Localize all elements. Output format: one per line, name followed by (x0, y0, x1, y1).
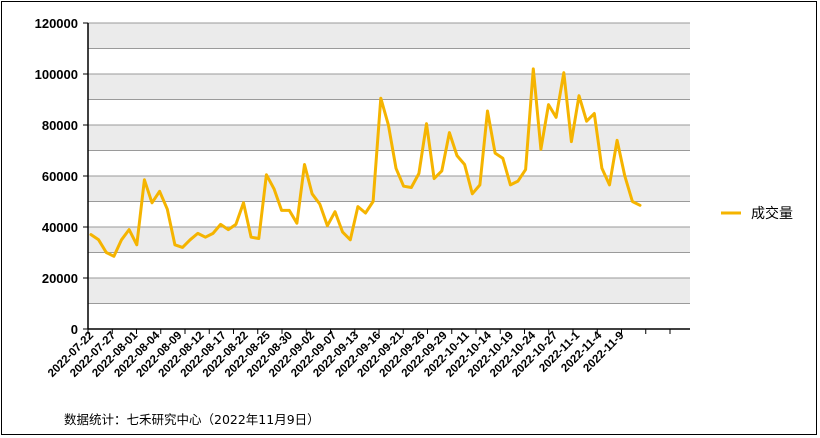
series-line-成交量 (89, 67, 642, 258)
legend-label: 成交量 (751, 205, 793, 222)
y-tick-label: 100000 (35, 67, 78, 82)
gridlines (88, 22, 690, 304)
source-note: 数据统计：七禾研究中心（2022年11月9日） (64, 412, 320, 427)
y-axis: 0 20000 40000 60000 80000 100000 120000 (35, 16, 89, 337)
y-tick-label: 80000 (42, 118, 78, 133)
y-tick-label: 0 (71, 322, 78, 337)
background-bands (88, 23, 690, 304)
x-axis: 2022-07-222022-07-272022-08-012022-08-04… (46, 328, 690, 380)
grid-band (88, 176, 690, 202)
grid-band (88, 23, 690, 49)
y-tick-label: 120000 (35, 16, 78, 31)
y-tick-label: 20000 (42, 271, 78, 286)
grid-band (88, 278, 690, 304)
y-tick-label: 40000 (42, 220, 78, 235)
grid-band (88, 227, 690, 253)
series-layer (89, 67, 642, 258)
y-tick-label: 60000 (42, 169, 78, 184)
grid-band (88, 74, 690, 100)
legend: 成交量 (721, 205, 793, 222)
